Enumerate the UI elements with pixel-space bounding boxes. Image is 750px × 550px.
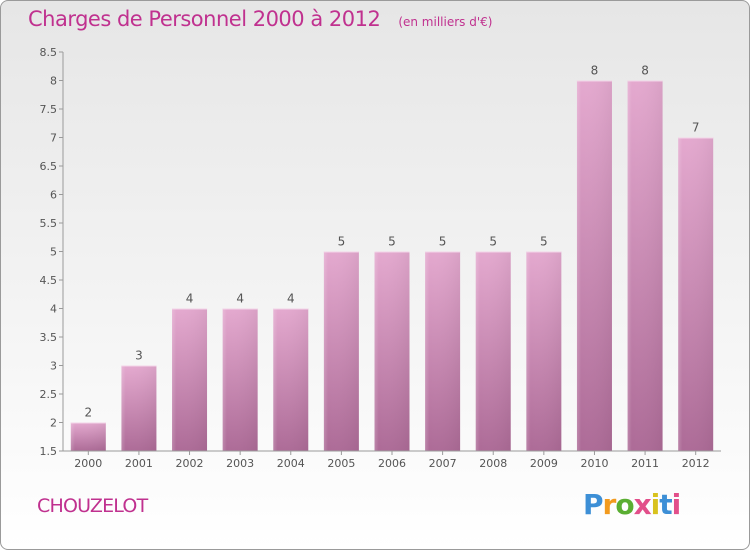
y-tick-label: 7.5	[40, 103, 58, 116]
bar-shine	[425, 251, 461, 451]
y-tick-label: 6	[50, 189, 57, 202]
x-tick-label: 2004	[277, 457, 305, 470]
x-axis: 2000 2001 2002 2003 2004 2005 2006 2007 2008 2009…	[63, 450, 721, 470]
bar-shine	[475, 251, 511, 451]
chart-title: Charges de Personnel 2000 à 2012 (en mill…	[28, 7, 492, 31]
bar-shine	[576, 80, 612, 451]
bar-data-label: 2	[84, 406, 92, 420]
bar-data-label: 7	[692, 121, 700, 135]
y-tick-label: 2	[50, 417, 57, 430]
bar-shine	[70, 422, 106, 451]
y-tick-label: 8.5	[40, 46, 58, 59]
bar-shine	[273, 308, 309, 451]
bars-group: 2 3 4 4 4 5 5 5 5 5 8 8 7	[70, 64, 714, 451]
y-tick-label: 3.5	[40, 331, 58, 344]
bar-data-label: 5	[489, 235, 497, 249]
bar-shine	[678, 137, 714, 451]
bar-data-label: 5	[388, 235, 396, 249]
y-tick-label: 1.5	[40, 445, 58, 458]
bar-data-label: 5	[338, 235, 346, 249]
x-tick-label: 2005	[327, 457, 355, 470]
x-tick-label: 2011	[631, 457, 659, 470]
bar-data-label: 8	[641, 64, 649, 78]
x-tick-label: 2003	[226, 457, 254, 470]
bar-data-label: 4	[236, 292, 244, 306]
x-tick-label: 2002	[176, 457, 204, 470]
bar-shine	[374, 251, 410, 451]
y-tick-label: 4	[50, 303, 57, 316]
x-tick-label: 2010	[580, 457, 608, 470]
y-axis: 1.5 2 2.5 3 3.5 4 4.5 5 5.5 6 6.5 7 7.5 8 8.5	[40, 46, 64, 458]
x-tick-label: 2008	[479, 457, 507, 470]
y-tick-label: 4.5	[40, 274, 58, 287]
y-tick-label: 7	[50, 132, 57, 145]
bar-shine	[121, 365, 157, 451]
y-tick-label: 2.5	[40, 388, 58, 401]
x-tick-label: 2009	[530, 457, 558, 470]
y-tick-label: 6.5	[40, 160, 58, 173]
bar-shine	[172, 308, 208, 451]
x-tick-label: 2007	[429, 457, 457, 470]
y-tick-label: 5	[50, 246, 57, 259]
x-tick-label: 2006	[378, 457, 406, 470]
y-tick-label: 5.5	[40, 217, 58, 230]
bar-shine	[222, 308, 258, 451]
bar-data-label: 5	[439, 235, 447, 249]
bar-shine	[627, 80, 663, 451]
bar-shine	[323, 251, 359, 451]
bar-data-label: 4	[287, 292, 295, 306]
bar-shine	[526, 251, 562, 451]
y-tick-label: 8	[50, 75, 57, 88]
bar-data-label: 5	[540, 235, 548, 249]
x-tick-label: 2001	[125, 457, 153, 470]
y-tick-label: 3	[50, 360, 57, 373]
bar-data-label: 4	[186, 292, 194, 306]
bar-data-label: 3	[135, 349, 143, 363]
chart-subtitle: (en milliers d'€)	[398, 15, 493, 29]
bar-data-label: 8	[591, 64, 599, 78]
chart-title-text: Charges de Personnel 2000 à 2012	[28, 7, 381, 31]
proxiti-logo[interactable]: Proxiti	[583, 488, 681, 521]
x-tick-label: 2000	[74, 457, 102, 470]
commune-name: CHOUZELOT	[37, 495, 148, 517]
x-tick-label: 2012	[682, 457, 710, 470]
